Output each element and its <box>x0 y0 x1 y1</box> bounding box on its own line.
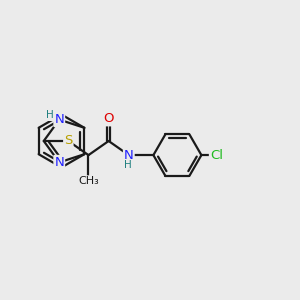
Text: S: S <box>64 134 73 148</box>
Text: H: H <box>46 110 54 120</box>
Text: O: O <box>103 112 114 125</box>
Text: N: N <box>54 113 64 126</box>
Text: N: N <box>54 156 64 169</box>
Text: H: H <box>124 160 132 170</box>
Text: Cl: Cl <box>210 148 223 162</box>
Text: CH₃: CH₃ <box>78 176 99 186</box>
Text: N: N <box>124 148 134 162</box>
